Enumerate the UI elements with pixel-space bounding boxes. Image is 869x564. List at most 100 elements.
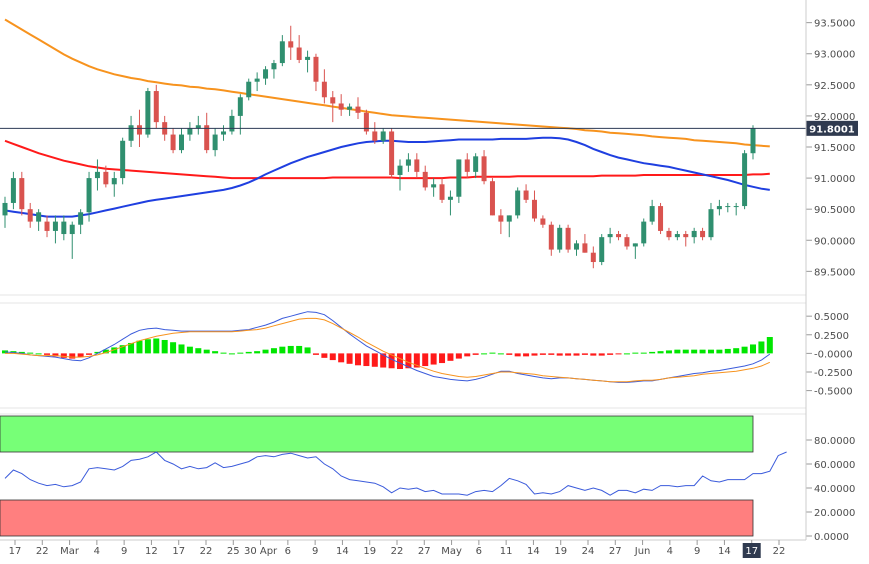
candle-body — [666, 230, 672, 238]
macd-histogram-bar — [758, 341, 765, 354]
macd-histogram-bar — [18, 351, 25, 354]
price-tick-label: 90.5000 — [814, 205, 855, 216]
macd-histogram-bar — [716, 349, 723, 354]
macd-histogram-bar — [523, 353, 530, 357]
macd-histogram-bar — [531, 353, 538, 356]
macd-histogram-bar — [590, 353, 597, 356]
candle-body — [548, 224, 554, 250]
candle-body — [389, 131, 395, 175]
macd-histogram-bar — [321, 353, 328, 358]
price-panel: 93.5000 93.0000 92.5000 92.0000 91.5000 91.00… — [0, 18, 858, 296]
candle-body — [61, 221, 67, 235]
macd-tick-label: -0.0000 — [814, 349, 853, 360]
x-tick-label: Jun — [634, 546, 651, 557]
x-tick-label: 9 — [121, 546, 127, 557]
candle-body — [103, 171, 109, 185]
candle-body — [632, 243, 638, 247]
x-tick-label: 4 — [94, 546, 100, 557]
macd-histogram-bar — [455, 353, 462, 359]
candle-body — [708, 209, 714, 238]
macd-histogram-bar — [195, 348, 202, 354]
x-tick-label: 12 — [145, 546, 158, 557]
last-price-tag: 91.8001 — [806, 120, 858, 136]
rsi-tick-label: 40.0000 — [814, 484, 855, 495]
candle-body — [246, 81, 252, 98]
macd-histogram-bar — [363, 353, 370, 367]
macd-histogram-bar — [119, 345, 126, 354]
macd-histogram-bar — [254, 351, 261, 354]
candle-body — [691, 230, 697, 238]
overbought-zone — [0, 415, 754, 453]
candle-body — [607, 234, 613, 238]
candle-body — [279, 41, 285, 64]
x-tick-label: 11 — [500, 546, 513, 557]
macd-histogram-bar — [556, 353, 563, 356]
candle-body — [557, 227, 563, 250]
candle-body — [582, 243, 588, 253]
macd-histogram-bar — [506, 353, 513, 355]
candle-body — [683, 234, 689, 238]
macd-histogram-bar — [691, 349, 698, 354]
macd-histogram-bar — [144, 339, 151, 354]
macd-histogram-bar — [128, 342, 135, 354]
macd-histogram-bar — [153, 338, 160, 354]
moving-average-line — [4, 136, 770, 218]
macd-histogram-bar — [287, 345, 294, 354]
candle-body — [742, 153, 748, 207]
x-tick-label: 14 — [527, 546, 540, 557]
macd-lines — [4, 311, 771, 383]
macd-histogram-bar — [657, 351, 664, 354]
macd-histogram-bar — [472, 353, 479, 355]
macd-histogram-bar — [766, 337, 773, 354]
candle-body — [153, 91, 159, 123]
candle-body — [296, 47, 302, 60]
x-tick-label: 6 — [285, 546, 291, 557]
macd-histogram-bar — [464, 353, 471, 357]
macd-histogram — [2, 337, 773, 370]
rsi-panel: 80.0000 60.0000 40.0000 20.0000 0.0000 — [0, 413, 855, 543]
candle-body — [750, 128, 756, 154]
candle-body — [414, 159, 420, 172]
candle-body — [313, 56, 319, 82]
candle-body — [397, 165, 403, 175]
x-tick-label: May — [441, 546, 462, 557]
candle-body — [431, 184, 437, 188]
candle-body — [195, 125, 201, 129]
macd-panel: 0.5000 0.2500 -0.0000 -0.2500 -0.5000 — [0, 302, 853, 409]
macd-histogram-bar — [77, 353, 84, 358]
rsi-line — [4, 451, 787, 496]
candle-body — [212, 134, 218, 151]
macd-histogram-bar — [237, 352, 244, 354]
x-tick-label: 9 — [694, 546, 700, 557]
macd-histogram-bar — [741, 346, 748, 354]
macd-histogram-bar — [413, 353, 420, 368]
rsi-tick-label: 60.0000 — [814, 460, 855, 471]
macd-histogram-bar — [371, 353, 378, 367]
last-price-label: 91.8001 — [809, 124, 855, 135]
price-tick-label: 92.0000 — [814, 112, 855, 123]
macd-histogram-bar — [94, 351, 101, 354]
candle-body — [94, 171, 100, 179]
macd-histogram-bar — [304, 347, 311, 354]
candle-body — [69, 224, 75, 235]
x-tick-label: 22 — [773, 546, 786, 557]
macd-histogram-bar — [380, 353, 387, 368]
moving-average-line — [4, 139, 770, 180]
macd-tick-label: 0.5000 — [814, 312, 849, 323]
macd-histogram-bar — [481, 353, 488, 355]
macd-histogram-bar — [750, 344, 756, 354]
macd-histogram-bar — [615, 353, 622, 355]
macd-histogram-bar — [514, 353, 521, 357]
candle-body — [128, 125, 134, 141]
price-tick-label: 93.5000 — [814, 19, 855, 30]
candle-body — [405, 159, 411, 166]
macd-histogram-bar — [699, 349, 706, 354]
x-tick-label: 19 — [554, 546, 567, 557]
macd-histogram-bar — [27, 352, 34, 354]
candle-body — [19, 178, 25, 210]
price-tick-label: 91.0000 — [814, 174, 855, 185]
macd-line — [5, 317, 771, 383]
macd-histogram-bar — [539, 353, 546, 355]
macd-histogram-bar — [581, 353, 588, 355]
candle-body — [506, 215, 512, 222]
